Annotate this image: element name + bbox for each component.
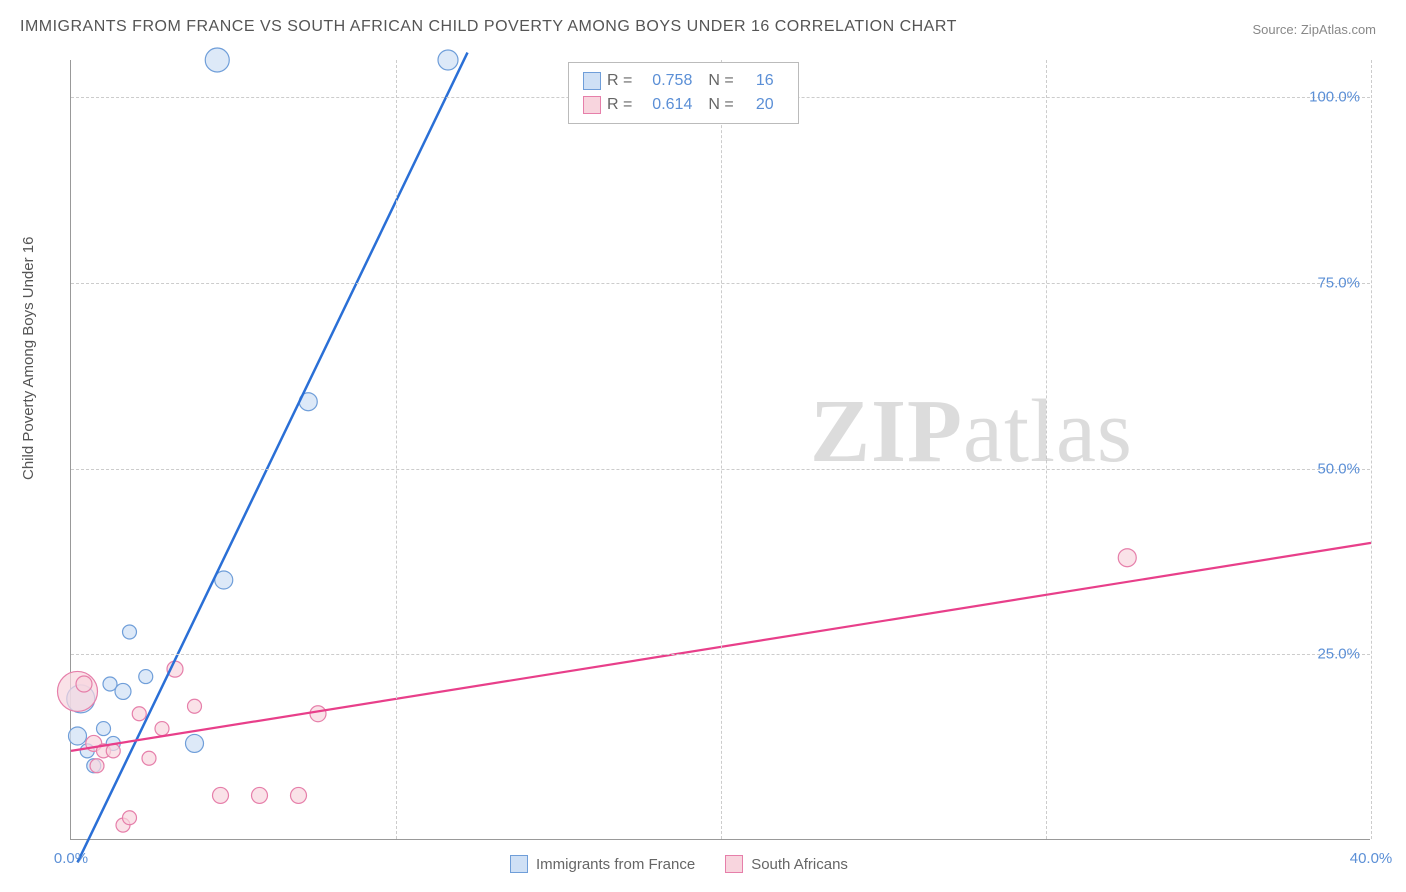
chart-title: IMMIGRANTS FROM FRANCE VS SOUTH AFRICAN … xyxy=(20,18,957,36)
legend-swatch xyxy=(583,72,601,90)
data-point xyxy=(123,625,137,639)
source-label: Source: ZipAtlas.com xyxy=(1252,22,1376,37)
y-tick-label: 100.0% xyxy=(1309,89,1360,106)
legend-series-label: South Africans xyxy=(751,856,848,873)
n-value: 16 xyxy=(744,72,774,90)
data-point xyxy=(1118,549,1136,567)
gridline-v xyxy=(1371,60,1372,839)
legend-series-label: Immigrants from France xyxy=(536,856,695,873)
y-tick-label: 25.0% xyxy=(1317,646,1360,663)
data-point xyxy=(58,671,98,711)
correlation-legend: R = 0.758 N = 16 R = 0.614 N = 20 xyxy=(568,62,799,124)
data-point xyxy=(438,50,458,70)
data-point xyxy=(252,787,268,803)
data-point xyxy=(76,676,92,692)
r-value: 0.758 xyxy=(642,72,692,90)
data-point xyxy=(213,787,229,803)
data-point xyxy=(291,787,307,803)
data-point xyxy=(90,759,104,773)
data-point xyxy=(205,48,229,72)
data-point xyxy=(123,811,137,825)
legend-item: South Africans xyxy=(725,855,848,873)
y-tick-label: 50.0% xyxy=(1317,460,1360,477)
data-point xyxy=(139,670,153,684)
gridline-v xyxy=(396,60,397,839)
data-point xyxy=(132,707,146,721)
series-legend: Immigrants from France South Africans xyxy=(510,855,848,873)
gridline-v xyxy=(1046,60,1047,839)
legend-swatch xyxy=(725,855,743,873)
x-tick-label: 40.0% xyxy=(1350,850,1393,867)
data-point xyxy=(188,699,202,713)
r-value: 0.614 xyxy=(642,96,692,114)
legend-row: R = 0.758 N = 16 xyxy=(583,69,784,93)
data-point xyxy=(155,722,169,736)
n-value: 20 xyxy=(744,96,774,114)
data-point xyxy=(69,727,87,745)
data-point xyxy=(310,706,326,722)
gridline-v xyxy=(721,60,722,839)
legend-swatch xyxy=(510,855,528,873)
data-point xyxy=(142,751,156,765)
data-point xyxy=(186,734,204,752)
x-tick-label: 0.0% xyxy=(54,850,88,867)
legend-item: Immigrants from France xyxy=(510,855,695,873)
y-axis-label: Child Poverty Among Boys Under 16 xyxy=(20,237,37,480)
plot-area: 25.0%50.0%75.0%100.0%0.0%40.0% xyxy=(70,60,1370,840)
n-label: N = xyxy=(708,72,733,90)
r-label: R = xyxy=(607,72,632,90)
data-point xyxy=(115,683,131,699)
legend-row: R = 0.614 N = 20 xyxy=(583,93,784,117)
y-tick-label: 75.0% xyxy=(1317,274,1360,291)
legend-swatch xyxy=(583,96,601,114)
n-label: N = xyxy=(708,96,733,114)
data-point xyxy=(97,722,111,736)
r-label: R = xyxy=(607,96,632,114)
